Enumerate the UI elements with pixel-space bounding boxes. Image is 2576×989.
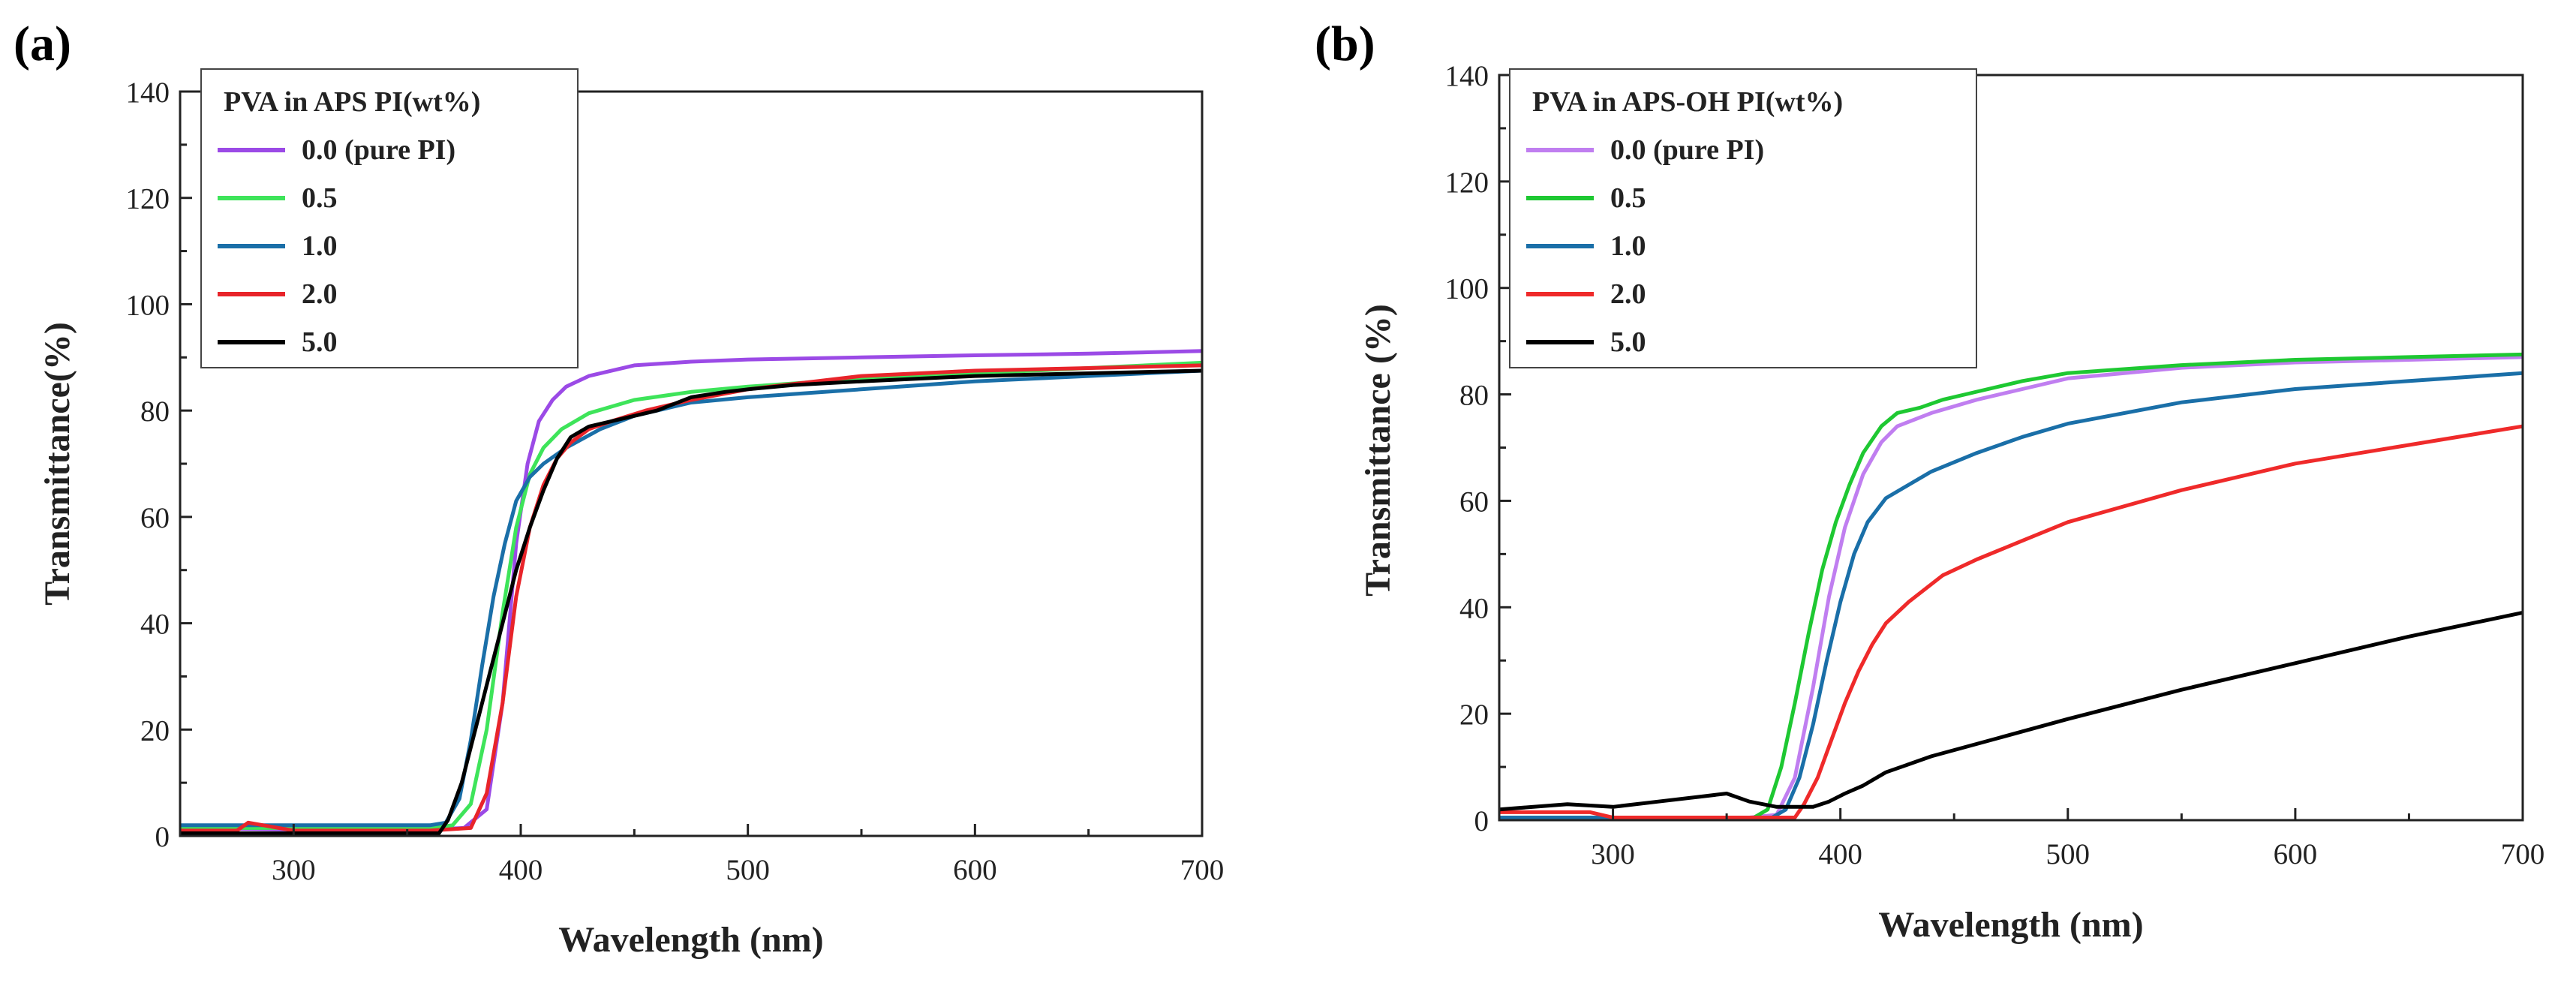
legend-entry: 2.0 [1610, 278, 1646, 310]
y-tick-label: 0 [155, 821, 170, 853]
y-tick-label: 140 [1445, 60, 1489, 92]
x-tick-label: 500 [726, 854, 770, 886]
legend: PVA in APS PI(wt%) 0.0 (pure PI) 0.5 1.0 2.0… [200, 68, 579, 368]
legend-entry: 0.0 (pure PI) [1610, 134, 1764, 166]
legend: PVA in APS-OH PI(wt%) 0.0 (pure PI) 0.5 1.0… [1509, 68, 1977, 368]
series-line-3 [1499, 371, 2523, 819]
series-line-5 [1499, 610, 2523, 812]
legend-title: PVA in APS-OH PI(wt%) [1532, 86, 1843, 118]
x-tick-label: 600 [2274, 838, 2318, 870]
y-tick-label: 40 [140, 609, 170, 641]
series-line-5 [180, 368, 1202, 835]
x-tick-label: 700 [1180, 854, 1225, 886]
legend-entry: 1.0 [1610, 230, 1646, 262]
legend-entry: 0.5 [302, 182, 338, 214]
y-tick-label: 100 [1445, 273, 1489, 305]
series-line-4 [1499, 424, 2523, 819]
y-tick-label: 0 [1474, 805, 1489, 837]
x-tick-label: 300 [1591, 838, 1635, 870]
y-tick-label: 120 [1445, 167, 1489, 199]
y-tick-label: 100 [126, 289, 170, 321]
series-line-2 [1499, 352, 2523, 819]
chart-panel-1: 300 400 500 600 700 0 20 40 60 80 100 120 140 Wavelen… [14, 17, 1224, 960]
x-tick-label: 400 [1818, 838, 1862, 870]
y-axis-label: Transmittance (%) [1358, 304, 1398, 597]
legend-entry: 0.0 (pure PI) [302, 134, 455, 166]
y-tick-label: 60 [1459, 485, 1489, 518]
x-axis-label: Wavelength (nm) [558, 920, 823, 960]
legend-title: PVA in APS PI(wt%) [224, 86, 480, 118]
x-axis-label: Wavelength (nm) [1878, 905, 2143, 945]
series-line-1 [1499, 355, 2523, 819]
y-tick-label: 20 [140, 714, 170, 747]
series-line-3 [180, 368, 1202, 828]
series-line-4 [180, 363, 1202, 833]
x-tick-label: 500 [2046, 838, 2091, 870]
legend-box [1509, 68, 1977, 368]
y-tick-label: 20 [1459, 699, 1489, 731]
chart-panel-2: 300 400 500 600 700 0 20 40 60 80 100 120 140 Wavelen… [1315, 17, 2544, 945]
legend-entry: 5.0 [1610, 326, 1646, 358]
legend-entry: 1.0 [302, 230, 338, 262]
y-tick-label: 80 [1459, 380, 1489, 412]
panel-label: (a) [14, 17, 71, 71]
y-tick-label: 60 [140, 502, 170, 534]
legend-entry: 2.0 [302, 278, 338, 310]
y-tick-label: 80 [140, 395, 170, 428]
x-tick-label: 300 [272, 854, 316, 886]
series-line-1 [180, 349, 1202, 831]
x-tick-label: 600 [953, 854, 997, 886]
legend-box [200, 68, 579, 368]
legend-entry: 5.0 [302, 326, 338, 358]
y-tick-label: 40 [1459, 592, 1489, 624]
y-tick-label: 140 [126, 77, 170, 109]
y-axis-label: Transmittance(%) [38, 322, 77, 606]
x-tick-label: 400 [499, 854, 543, 886]
x-tick-label: 700 [2501, 838, 2545, 870]
legend-entry: 0.5 [1610, 182, 1646, 214]
panel-label: (b) [1315, 17, 1375, 71]
series-line-2 [180, 360, 1202, 830]
y-tick-label: 120 [126, 183, 170, 215]
